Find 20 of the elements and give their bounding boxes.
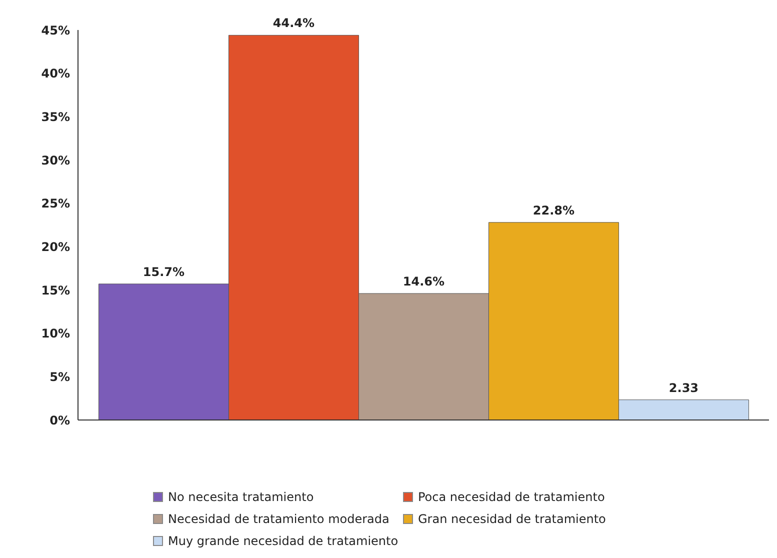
y-tick-label: 40%	[41, 66, 70, 81]
data-label: 15.7%	[142, 264, 185, 279]
y-tick-label: 20%	[41, 240, 70, 254]
legend-label: No necesita tratamiento	[168, 490, 314, 504]
y-tick-label: 25%	[41, 196, 70, 211]
y-tick-label: 10%	[41, 326, 70, 341]
y-tick-label: 5%	[50, 370, 70, 384]
data-label: 44.4%	[272, 16, 315, 30]
data-label: 14.6%	[402, 274, 445, 288]
y-tick-label: 0%	[50, 413, 70, 428]
y-tick-label: 35%	[41, 110, 70, 124]
y-tick-label: 30%	[41, 153, 70, 168]
legend-label: Muy grande necesidad de tratamiento	[168, 534, 398, 548]
data-label: 22.8%	[532, 203, 575, 218]
legend-label: Gran necesidad de tratamiento	[418, 512, 606, 526]
legend-label: Poca necesidad de tratamiento	[418, 490, 605, 504]
y-tick-label: 15%	[41, 283, 70, 298]
legend-label: Necesidad de tratamiento moderada	[168, 512, 390, 526]
data-label: 2.33	[668, 380, 699, 395]
y-tick-label: 45%	[41, 23, 70, 38]
